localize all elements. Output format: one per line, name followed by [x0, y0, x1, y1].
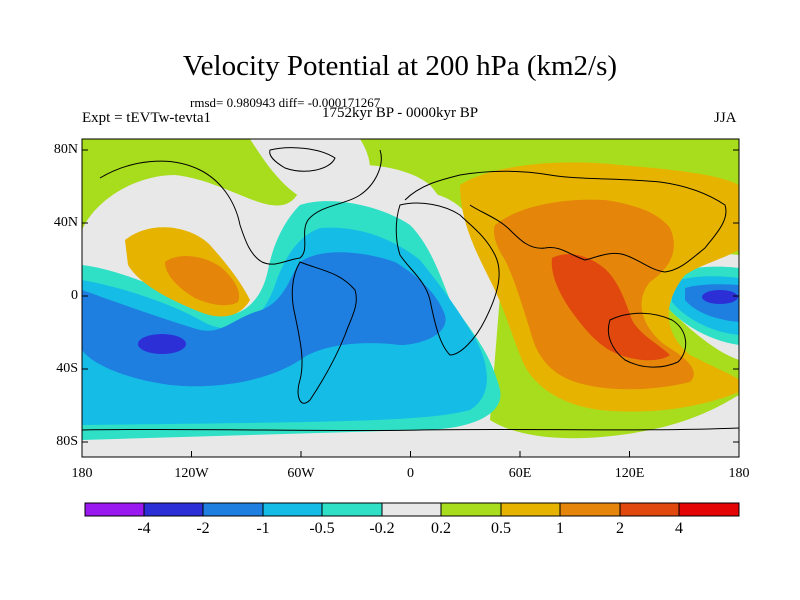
- field-minimum-west-pacific: [702, 290, 738, 304]
- experiment-label: Expt = tEVTw-tevta1: [82, 110, 212, 126]
- x-tick-label: 60E: [508, 466, 532, 481]
- x-tick-label: 180: [728, 466, 750, 481]
- colorbar: [84, 502, 740, 517]
- x-tick-label: 120W: [174, 466, 209, 481]
- x-tick-label: 180: [71, 466, 93, 481]
- coast-eurasia: [404, 170, 727, 273]
- period-label: 1752kyr BP - 0000kyr BP: [322, 105, 479, 121]
- field-minimum-east-pacific: [138, 334, 186, 354]
- colorbar-bin-10: [620, 503, 679, 516]
- field-positive-orange-mexico: [165, 256, 240, 306]
- colorbar-bin-3: [203, 503, 263, 516]
- colorbar-label: -2: [196, 520, 210, 537]
- colorbar-label: -0.5: [309, 520, 335, 537]
- y-tick-label: 80N: [53, 142, 78, 157]
- field-neutral-africa: [400, 192, 481, 283]
- x-tick-label: 120E: [614, 466, 645, 481]
- colorbar-label: -4: [137, 520, 151, 537]
- coast-australia: [607, 312, 687, 368]
- plot-title: Velocity Potential at 200 hPa (km2/s): [182, 50, 618, 82]
- stats-label: rmsd= 0.980943 diff= -0.000171267: [190, 95, 381, 110]
- coast-north-america: [99, 149, 382, 265]
- colorbar-label: 2: [616, 520, 624, 537]
- x-tick-label: 0: [407, 466, 414, 481]
- y-tick-label: 40N: [53, 215, 78, 230]
- colorbar-bin-4: [263, 503, 322, 516]
- coast-antarctica: [82, 427, 739, 432]
- y-tick-label: 0: [71, 288, 78, 303]
- coast-africa: [395, 202, 500, 356]
- colorbar-label: 0.5: [491, 520, 511, 537]
- coast-greenland: [269, 147, 336, 172]
- season-label: JJA: [714, 110, 737, 126]
- colorbar-bin-9: [560, 503, 620, 516]
- y-tick-label: 80S: [56, 434, 78, 449]
- colorbar-label: 0.2: [431, 520, 451, 537]
- coast-south-america: [291, 261, 357, 404]
- x-tick-label: 60W: [287, 466, 315, 481]
- y-tick-label: 40S: [56, 361, 78, 376]
- velocity-potential-field: [82, 139, 739, 457]
- coastlines: [82, 147, 739, 432]
- colorbar-bin-1: [85, 503, 144, 516]
- axis-ticks: [82, 149, 739, 457]
- colorbar-label: -1: [256, 520, 270, 537]
- colorbar-bin-6: [382, 503, 441, 516]
- colorbar-bin-2: [144, 503, 203, 516]
- colorbar-label: 4: [675, 520, 683, 537]
- colorbar-bin-7: [441, 503, 501, 516]
- colorbar-label: 1: [556, 520, 564, 537]
- colorbar-bin-8: [501, 503, 560, 516]
- field-neutral-north: [250, 139, 370, 210]
- colorbar-bin-11: [679, 503, 739, 516]
- colorbar-bin-5: [322, 503, 382, 516]
- colorbar-label: -0.2: [369, 520, 395, 537]
- field-maximum-maritime-continent: [551, 254, 670, 361]
